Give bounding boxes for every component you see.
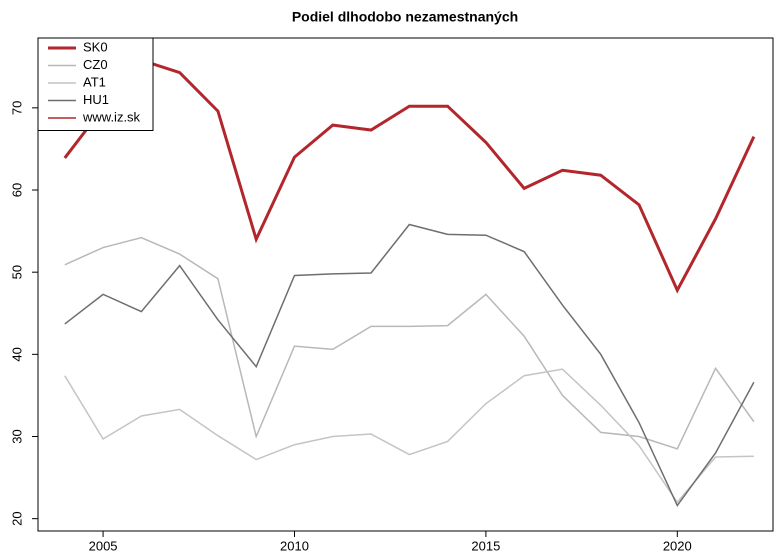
- legend-credit: www.iz.sk: [82, 109, 141, 124]
- y-tick-label: 70: [9, 101, 24, 115]
- x-tick-label: 2005: [89, 538, 118, 553]
- y-tick-label: 50: [9, 265, 24, 279]
- series-line: [63, 58, 756, 294]
- series-line: [64, 368, 754, 504]
- series-line: [64, 236, 755, 450]
- x-tick-label: 2015: [471, 538, 500, 553]
- series-line: [64, 223, 755, 508]
- legend-label: HU1: [83, 92, 109, 107]
- legend-label: AT1: [83, 74, 106, 89]
- x-tick-label: 2010: [280, 538, 309, 553]
- x-tick-label: 2020: [663, 538, 692, 553]
- y-tick-label: 30: [9, 429, 24, 443]
- y-tick-label: 60: [9, 183, 24, 197]
- legend-box: [37, 37, 154, 131]
- legend-label: SK0: [83, 39, 108, 54]
- y-tick-label: 40: [9, 347, 24, 361]
- y-tick-label: 20: [9, 511, 24, 525]
- plot-frame: [37, 37, 774, 532]
- legend-label: CZ0: [83, 57, 108, 72]
- chart-title: Podiel dlhodobo nezamestnaných: [292, 9, 518, 25]
